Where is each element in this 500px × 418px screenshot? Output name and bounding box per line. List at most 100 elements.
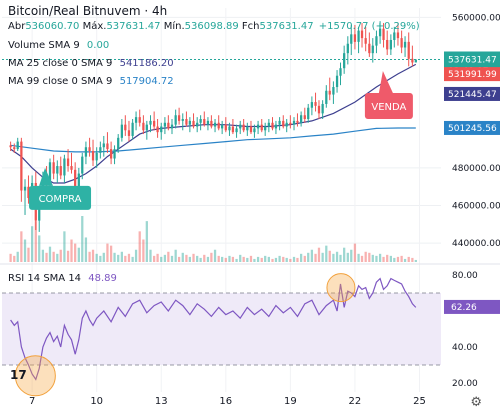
chart-title: Bitcoin/Real Bitnuvem · 4h <box>8 4 168 18</box>
indicator-value: 541186.20 <box>119 58 174 69</box>
tradingview-logo-icon[interactable]: 17 <box>10 368 27 382</box>
candle-body <box>393 32 396 40</box>
volume-bar <box>343 247 346 262</box>
volume-bar <box>163 254 167 262</box>
volume-bar <box>77 247 80 262</box>
volume-bar <box>285 257 288 262</box>
candle-body <box>310 102 314 108</box>
volume-bar <box>307 252 310 262</box>
price-label: 501245.56 <box>448 124 497 134</box>
volume-bar <box>249 255 253 262</box>
volume-bar <box>213 249 217 262</box>
price-label: 521445.47 <box>448 90 497 100</box>
indicator-volume-sma[interactable]: Volume SMA 9 0.00 <box>8 40 109 52</box>
volume-bar <box>350 249 353 262</box>
close-value: 537631.47 <box>259 21 314 32</box>
candle-body <box>299 115 303 123</box>
volume-bar <box>124 255 127 262</box>
volume-bar <box>328 250 331 262</box>
indicator-value: 0.00 <box>86 40 110 51</box>
volume-bar <box>314 253 317 262</box>
candle-body <box>88 147 91 151</box>
candle-body <box>224 124 227 131</box>
candle-body <box>185 119 188 125</box>
candle-body <box>378 28 382 37</box>
last-price-label: 537631.47 <box>448 55 497 65</box>
callout-box <box>29 185 92 210</box>
volume-bar <box>296 257 299 262</box>
candle-body <box>242 124 245 131</box>
candle-body <box>117 137 120 150</box>
volume-bar <box>117 254 120 262</box>
volume-bar <box>217 255 220 262</box>
candle-body <box>249 126 253 133</box>
volume-bar <box>120 251 123 262</box>
volume-bar <box>310 249 314 262</box>
time-tick-label: 13 <box>155 396 168 407</box>
candle-body <box>138 117 141 123</box>
rsi-legend[interactable]: RSI 14 SMA 14 48.89 <box>8 273 117 285</box>
indicator-ma99[interactable]: MA 99 close 0 SMA 9 517904.72 <box>8 76 174 88</box>
volume-bar <box>267 256 270 262</box>
time-tick-label: 10 <box>90 396 103 407</box>
volume-bar <box>174 249 177 262</box>
candle-body <box>196 122 199 127</box>
time-tick-label: 25 <box>413 396 426 407</box>
volume-bar <box>411 257 414 262</box>
candle-body <box>285 122 288 127</box>
volume-bars <box>9 216 417 262</box>
volume-bar <box>299 253 303 262</box>
rsi-tick-label: 20.00 <box>452 379 478 389</box>
candle-body <box>343 53 346 69</box>
volume-bar <box>102 252 105 262</box>
volume-bar <box>360 255 364 262</box>
candle-body <box>9 145 12 148</box>
volume-bar <box>34 221 37 262</box>
volume-bar <box>274 257 278 262</box>
candle-body <box>335 75 339 88</box>
volume-bar <box>278 255 281 262</box>
callout-label: COMPRA <box>39 194 82 205</box>
volume-bar <box>206 256 210 262</box>
candle-body <box>38 199 41 221</box>
indicator-ma25[interactable]: MA 25 close 0 SMA 9 541186.20 <box>8 58 174 70</box>
low-value: 536098.89 <box>184 21 239 32</box>
candle-body <box>52 162 55 174</box>
candle-body <box>210 120 213 127</box>
rsi-overbought-highlight <box>326 273 356 303</box>
volume-bar <box>192 253 195 262</box>
price-label: 531991.99 <box>448 70 497 80</box>
candle-body <box>303 115 306 120</box>
candle-body <box>267 122 270 127</box>
price-tick-label: 440000.00 <box>452 239 500 249</box>
volume-bar <box>386 254 389 262</box>
candles <box>9 21 417 232</box>
rsi-label: RSI 14 SMA 14 <box>8 273 82 284</box>
volume-bar <box>9 253 12 262</box>
volume-bar <box>203 254 206 262</box>
volume-bar <box>221 256 224 262</box>
volume-bar <box>282 256 285 262</box>
volume-bar <box>153 255 156 262</box>
candle-body <box>368 43 371 54</box>
volume-bar <box>303 255 306 262</box>
price-label-box <box>444 86 500 101</box>
time-tick-label: 22 <box>349 396 362 407</box>
candle-body <box>106 143 109 150</box>
candle-body <box>271 122 274 129</box>
candle-body <box>246 126 249 131</box>
candle-body <box>353 34 357 42</box>
price-axis[interactable]: 560000.00 480000.00 460000.00 440000.00 5376… <box>444 13 500 389</box>
volume-bar <box>52 251 55 262</box>
volume-bar <box>393 257 396 262</box>
candle-body <box>102 143 105 148</box>
volume-bar <box>177 256 181 262</box>
candle-body <box>142 122 145 131</box>
candle-body <box>382 28 385 40</box>
candle-body <box>170 124 174 129</box>
volume-bar <box>264 255 267 262</box>
gear-icon[interactable]: ⚙ <box>470 395 482 410</box>
time-axis[interactable]: 7 10 13 16 19 22 25 <box>29 396 426 407</box>
